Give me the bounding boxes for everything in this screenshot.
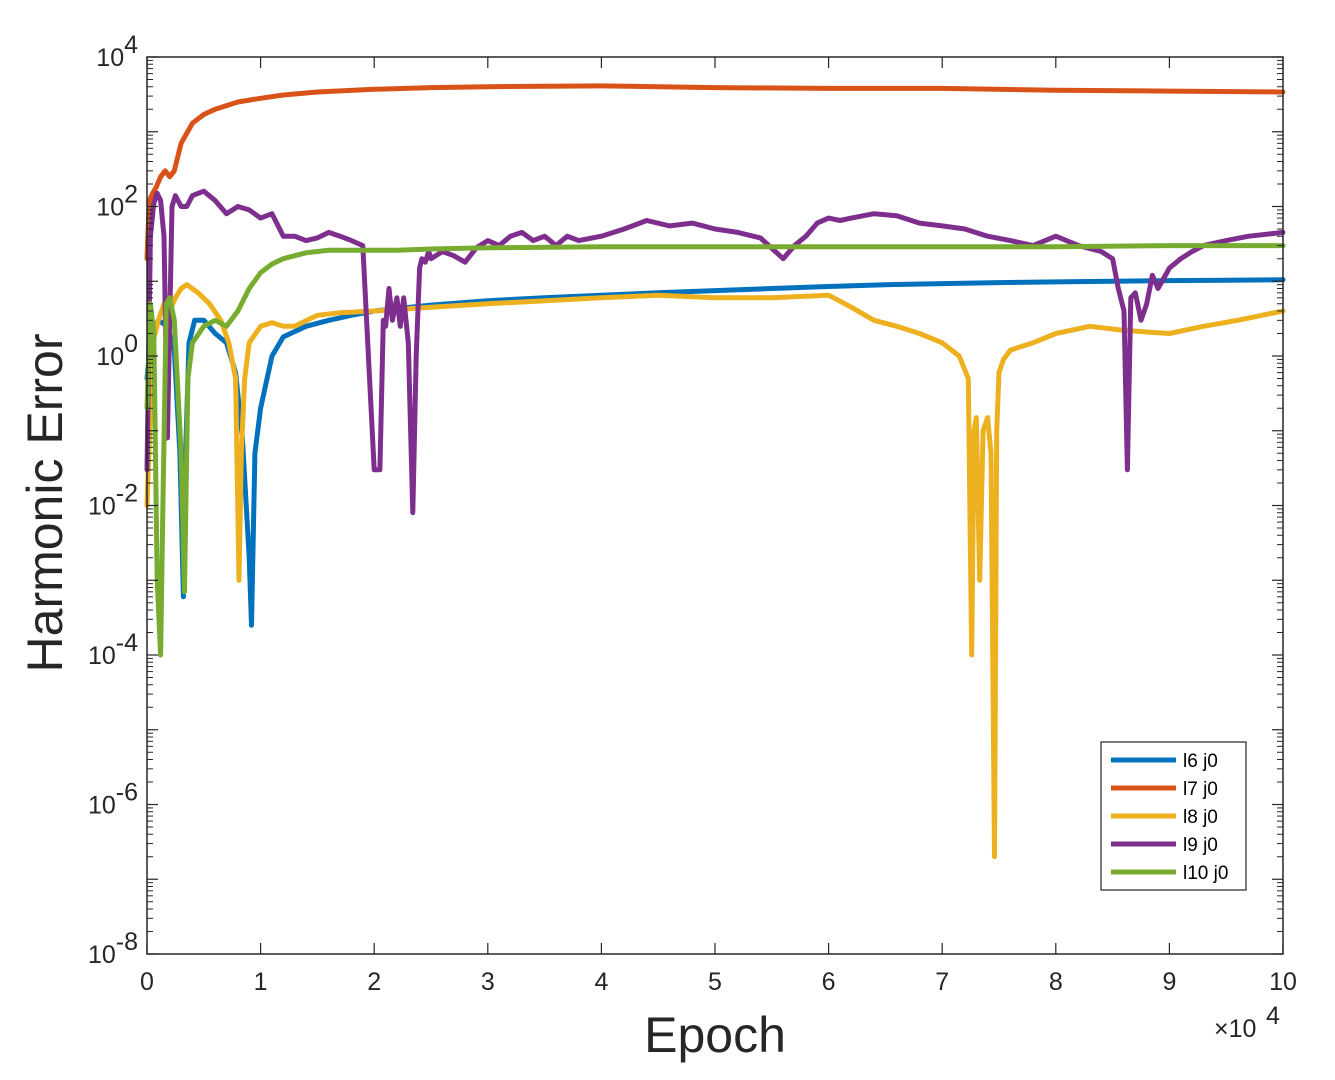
y-tick-label-exponent: 0 (124, 330, 138, 358)
y-tick-label: 10 -8 (88, 928, 138, 969)
y-tick-label-exponent: -6 (116, 779, 138, 807)
series-layer (144, 83, 1286, 860)
y-tick-label-base: 10 (88, 642, 116, 670)
x-multiplier-base: ×10 (1214, 1015, 1256, 1043)
legend-item: l9 j0 (1111, 835, 1218, 856)
x-tick-labels: 0 1 2 3 4 5 6 7 8 9 10 (140, 968, 1297, 996)
x-tick-label: 7 (935, 968, 949, 996)
y-tick-label-exponent: -4 (116, 629, 138, 657)
y-tick-label: 10 -6 (88, 779, 138, 820)
legend-label: l9 j0 (1183, 835, 1218, 856)
x-axis-title: Epoch (644, 1007, 786, 1063)
y-tick-label-base: 10 (88, 792, 116, 820)
axes-layer (146, 56, 1284, 955)
y-tick-label: 10 -2 (88, 480, 138, 521)
legend-item: l10 j0 (1111, 863, 1228, 884)
y-tick-label-exponent: 2 (124, 181, 138, 209)
series-line-3 (144, 282, 1286, 860)
y-tick-label-base: 10 (88, 941, 116, 969)
legend-label: l7 j0 (1183, 779, 1218, 800)
plot-area (147, 57, 1283, 954)
legend-item: l8 j0 (1111, 807, 1218, 828)
x-tick-label: 0 (140, 968, 154, 996)
y-axis-title: Harmonic Error (17, 334, 73, 673)
x-tick-label: 4 (594, 968, 608, 996)
x-tick-label: 5 (708, 968, 722, 996)
y-tick-label-exponent: -2 (116, 480, 138, 508)
y-tick-label-base: 10 (96, 44, 124, 72)
y-tick-label-exponent: -8 (116, 928, 138, 956)
legend: l6 j0 l7 j0 l8 j0 l9 j0 l10 j0 (1100, 741, 1247, 891)
series-line-4 (144, 188, 1286, 516)
x-multiplier-exponent: 4 (1266, 1002, 1280, 1030)
x-tick-label: 8 (1049, 968, 1063, 996)
y-tick-label-exponent: 4 (124, 31, 138, 59)
y-tick-label: 10 4 (96, 31, 138, 72)
legend-item: l7 j0 (1111, 779, 1218, 800)
y-tick-label-base: 10 (96, 194, 124, 222)
x-tick-label: 10 (1269, 968, 1297, 996)
y-tick-label: 10 0 (96, 330, 138, 371)
x-tick-label: 2 (367, 968, 381, 996)
series-line-5 (144, 243, 1286, 658)
legend-label: l10 j0 (1183, 863, 1228, 884)
y-tick-label-base: 10 (96, 343, 124, 371)
y-tick-label: 10 -4 (88, 629, 138, 670)
series-line-2 (144, 83, 1286, 262)
legend-label: l8 j0 (1183, 807, 1218, 828)
legend-label: l6 j0 (1183, 751, 1218, 772)
y-tick-label-base: 10 (88, 493, 116, 521)
y-tick-label: 10 2 (96, 181, 138, 222)
x-tick-label: 1 (254, 968, 268, 996)
x-multiplier: ×10 4 (1214, 1002, 1280, 1043)
x-tick-label: 6 (822, 968, 836, 996)
x-tick-label: 9 (1162, 968, 1176, 996)
x-tick-label: 3 (481, 968, 495, 996)
legend-item: l6 j0 (1111, 751, 1218, 772)
